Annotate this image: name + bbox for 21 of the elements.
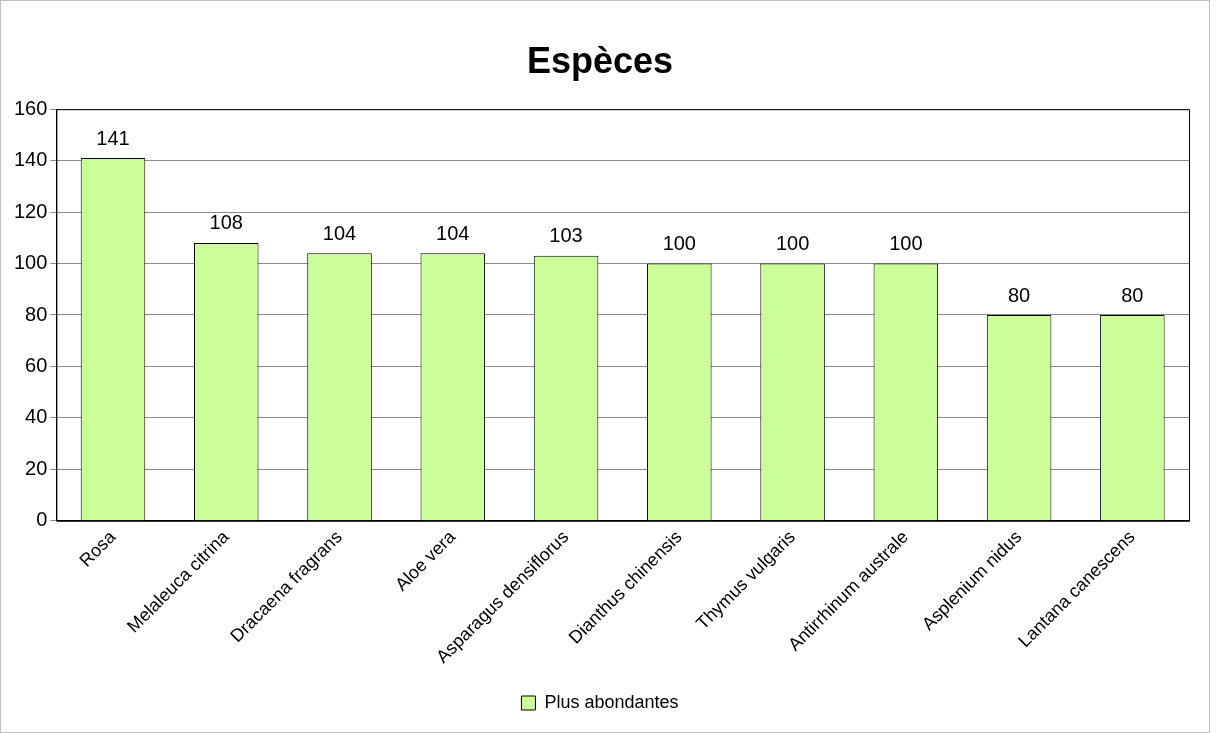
data-label: 104: [436, 221, 470, 244]
y-tick-label: 80: [25, 302, 48, 325]
legend-label: Plus abondantes: [544, 691, 679, 712]
data-label: 108: [209, 211, 243, 234]
y-tick-label: 20: [25, 456, 48, 479]
data-label: 100: [662, 232, 696, 255]
data-label: 80: [1121, 283, 1144, 306]
data-label: 104: [322, 221, 357, 244]
data-label: 100: [889, 232, 923, 255]
y-tick-label: 60: [25, 353, 48, 376]
y-tick-label: 40: [25, 405, 48, 428]
y-tick-label: 140: [13, 148, 48, 171]
y-tick-label: 0: [36, 508, 48, 531]
y-tick-label: 120: [13, 199, 48, 222]
data-label: 80: [1007, 283, 1031, 306]
data-label: 103: [549, 224, 583, 247]
y-tick-label: 100: [13, 251, 48, 274]
chart-title: Espèces: [526, 39, 674, 81]
y-tick-label: 160: [13, 96, 48, 119]
data-label: 141: [96, 126, 130, 149]
data-label: 100: [775, 232, 810, 255]
